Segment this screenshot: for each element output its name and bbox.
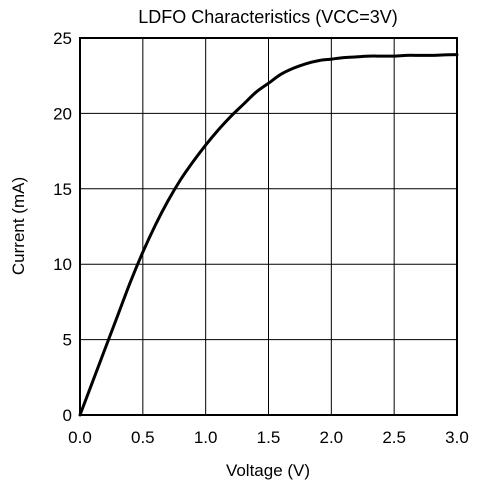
y-tick-label: 25 (53, 29, 72, 48)
x-tick-label: 3.0 (445, 428, 469, 447)
y-tick-label: 20 (53, 104, 72, 123)
x-tick-label: 2.5 (382, 428, 406, 447)
y-tick-label: 10 (53, 255, 72, 274)
grid (80, 38, 457, 415)
series-line (78, 53, 459, 417)
series-layer (78, 53, 459, 417)
x-tick-label: 0.0 (68, 428, 92, 447)
y-tick-label: 0 (63, 406, 72, 425)
x-tick-label: 2.0 (320, 428, 344, 447)
y-tick-label: 15 (53, 180, 72, 199)
x-tick-label: 1.5 (257, 428, 281, 447)
plot-frame (79, 37, 458, 416)
x-tick-labels: 0.0 0.5 1.0 1.5 2.0 2.5 3.0 (68, 428, 469, 447)
x-axis-label: Voltage (V) (226, 461, 310, 480)
y-tick-label: 5 (63, 331, 72, 350)
y-axis-label: Current (mA) (9, 177, 28, 275)
x-tick-label: 0.5 (131, 428, 155, 447)
chart-title: LDFO Characteristics (VCC=3V) (138, 7, 398, 27)
x-tick-label: 1.0 (194, 428, 218, 447)
y-tick-labels: 0 5 10 15 20 25 (53, 29, 72, 425)
